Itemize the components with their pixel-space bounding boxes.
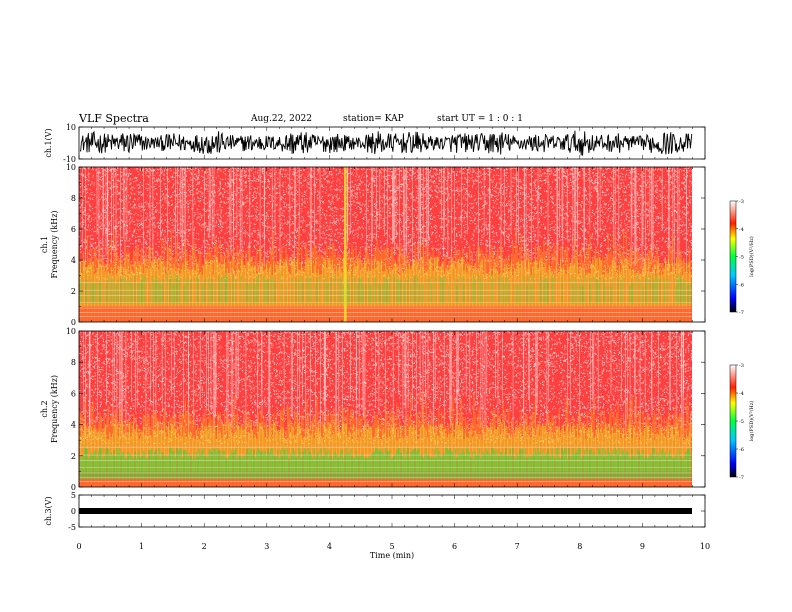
ch2-spectrogram-ytick-label: 6 — [71, 389, 76, 398]
xtick-label: 10 — [700, 542, 710, 551]
ch1-colorbar-tick: -4 — [739, 227, 744, 233]
x-axis-label: Time (min) — [370, 551, 414, 560]
ch2-spectrogram-ytick-label: 0 — [71, 483, 76, 492]
ch2-colorbar-tick: -7 — [739, 475, 744, 481]
ch1-spectrogram-ylabel-freq: Frequency (kHz) — [50, 210, 59, 278]
xtick-label: 1 — [139, 542, 144, 551]
xtick-label: 6 — [452, 542, 457, 551]
ch1-spectrogram-ytick-label: 4 — [71, 256, 76, 265]
xtick-label: 8 — [577, 542, 582, 551]
ch2-spectrogram-ytick-label: 10 — [66, 327, 76, 336]
ch1-waveform-ylabel: ch.1(V) — [44, 128, 53, 157]
ch2-colorbar — [729, 364, 737, 478]
ch1-spectrogram-ytick-label: 8 — [71, 194, 76, 203]
start-time-label: start UT = 1 : 0 : 1 — [437, 114, 523, 124]
xtick-label: 4 — [327, 542, 332, 551]
ch3-waveform-ylabel: ch.3(V) — [44, 496, 53, 525]
ch1-waveform-ytick-label: 10 — [66, 123, 76, 132]
ch1-waveform-line — [79, 130, 693, 156]
chart-title: VLF Spectra — [79, 112, 149, 125]
ch2-heatmap — [78, 331, 693, 487]
xtick-label: 2 — [202, 542, 207, 551]
ch1-spectrogram-ytick-label: 6 — [71, 225, 76, 234]
ch1-colorbar-label: log(PSD)(V²/Hz) — [748, 236, 755, 277]
ch2-colorbar-label: log(PSD)(V²/Hz) — [748, 401, 755, 442]
ch3-waveform-ytick-label: 5 — [71, 491, 76, 500]
station-label: station= KAP — [343, 114, 404, 124]
ch2-spectrogram-ytick-label: 4 — [71, 421, 76, 430]
ch1-spectrogram-ylabel-channel: ch.1 — [40, 236, 49, 253]
date-label: Aug.22, 2022 — [251, 114, 312, 124]
xtick-label: 3 — [264, 542, 269, 551]
xtick-label: 9 — [640, 542, 645, 551]
ch2-colorbar-tick: -3 — [739, 363, 744, 369]
ch1-colorbar-tick: -6 — [739, 282, 744, 288]
xtick-label: 7 — [515, 542, 520, 551]
ch2-colorbar-tick: -6 — [739, 447, 744, 453]
xtick-label: 0 — [76, 542, 81, 551]
ch2-colorbar-tick: -4 — [739, 391, 744, 397]
ch1-colorbar — [729, 200, 737, 313]
ch1-colorbar-tick: -5 — [739, 255, 744, 261]
ch2-spectrogram-ylabel-freq: Frequency (kHz) — [50, 375, 59, 443]
ch2-spectrogram-ytick-label: 8 — [71, 358, 76, 367]
ch3-waveform-ytick-label: 0 — [71, 507, 76, 516]
ch1-spectrogram-ytick-label: 10 — [66, 163, 76, 172]
ch2-spectrogram-ytick-label: 2 — [71, 452, 76, 461]
ch1-spectrogram-ytick-label: 2 — [71, 287, 76, 296]
ch1-colorbar-tick: -7 — [739, 310, 744, 316]
xtick-label: 5 — [389, 542, 394, 551]
ch1-waveform-ytick-label: -10 — [63, 155, 76, 164]
ch1-heatmap — [78, 167, 693, 322]
ch1-spectrogram-ytick-label: 0 — [71, 318, 76, 327]
ch3-waveform-line — [79, 508, 692, 514]
ch3-waveform-ytick-label: -5 — [68, 523, 76, 532]
ch2-colorbar-tick: -5 — [739, 419, 744, 425]
ch2-spectrogram-ylabel-channel: ch.2 — [40, 400, 49, 417]
ch1-colorbar-tick: -3 — [739, 199, 744, 205]
ch1-event-line — [344, 167, 347, 322]
